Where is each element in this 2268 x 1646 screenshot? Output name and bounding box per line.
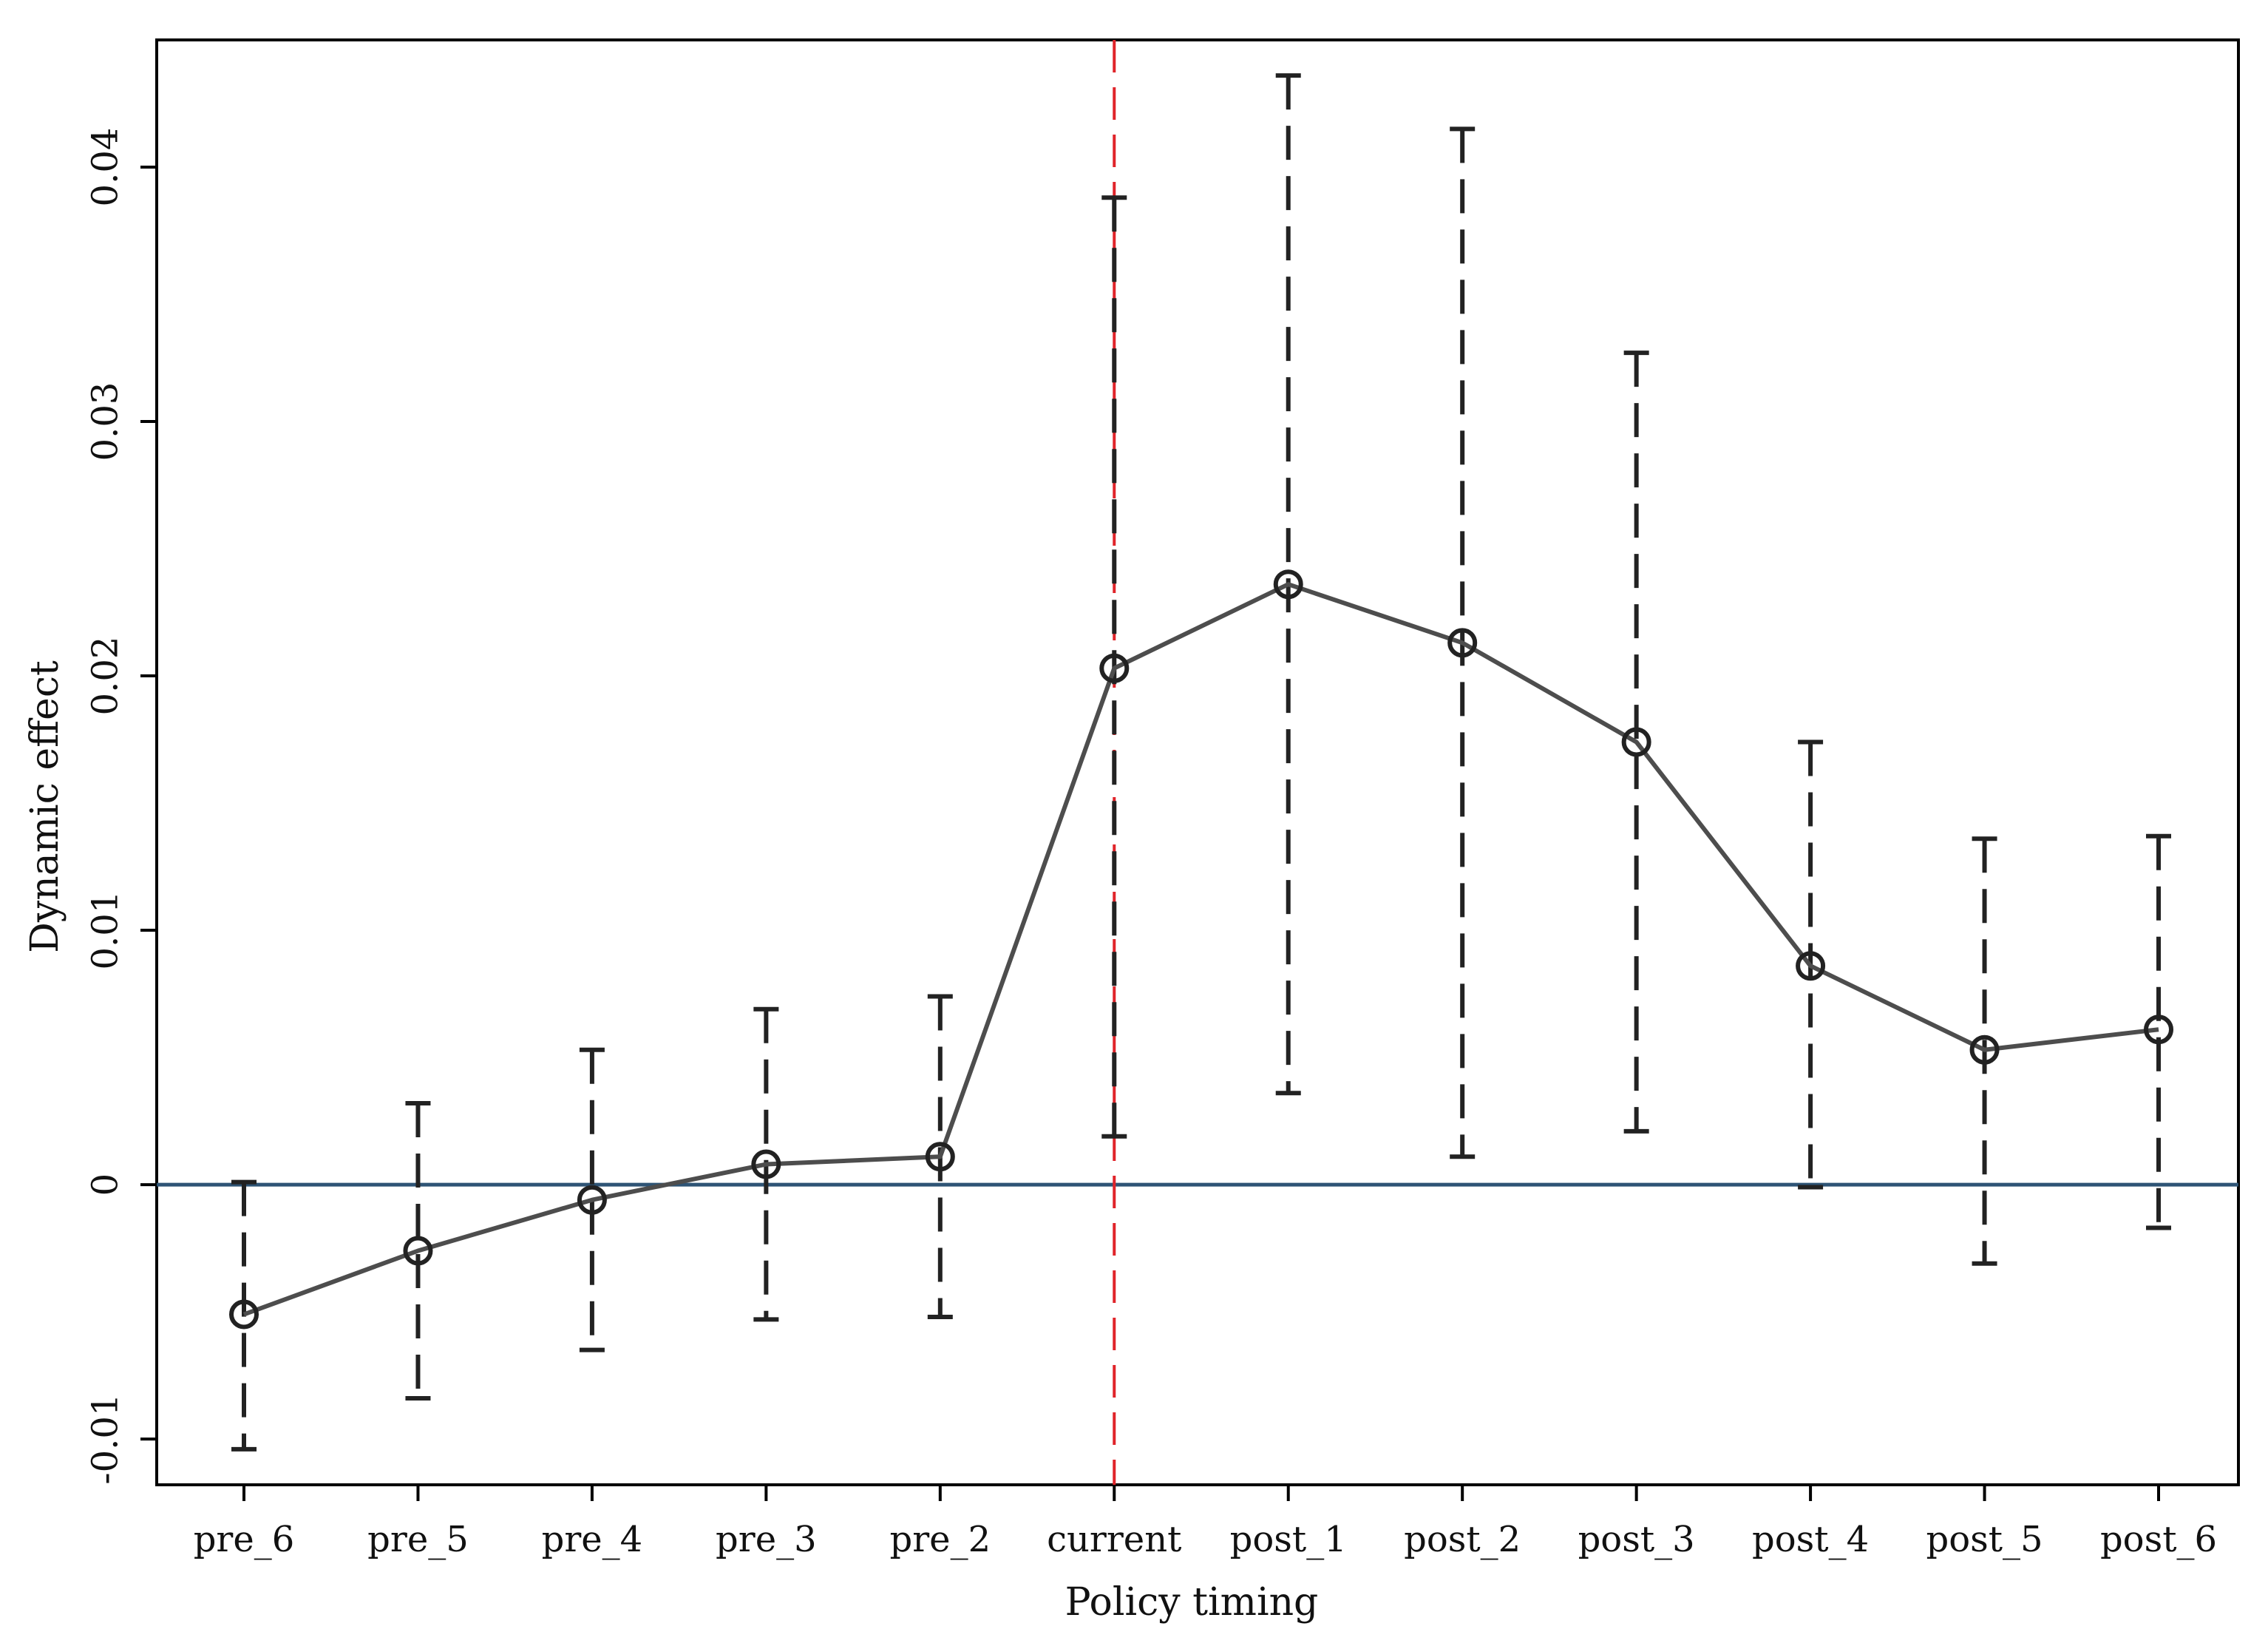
estimate-point <box>1969 1034 2000 1065</box>
estimate-point <box>229 1299 259 1330</box>
estimate-point <box>1099 653 1130 683</box>
x-tick-label: post_5 <box>1926 1519 2043 1560</box>
estimate-point <box>2144 1015 2173 1045</box>
x-tick-label: pre_4 <box>542 1519 643 1560</box>
x-tick-label: current <box>1047 1519 1181 1560</box>
estimate-points <box>229 569 2173 1330</box>
y-axis-title: Dynamic effect <box>23 660 67 953</box>
reference-lines <box>157 40 2238 1485</box>
x-tick-label: post_3 <box>1578 1519 1695 1560</box>
y-tick-label: 0.03 <box>85 382 126 461</box>
estimate-point <box>1273 569 1303 600</box>
y-tick-label: -0.01 <box>85 1394 126 1485</box>
y-tick-label: 0 <box>85 1173 126 1196</box>
labels-layer: -0.01 0 0.01 0.02 0.03 0.04 pre_6 pre_5 pre_4 pre… <box>23 128 2217 1625</box>
axes-layer <box>140 38 2240 1501</box>
estimate-point <box>925 1142 955 1172</box>
plot-frame <box>155 38 2240 1486</box>
estimate-line <box>242 582 2159 1317</box>
estimate-point <box>751 1149 781 1179</box>
estimate-point <box>577 1185 607 1215</box>
confidence-intervals <box>231 73 2171 1452</box>
x-tick-label: pre_3 <box>716 1519 817 1560</box>
x-tick-label: pre_6 <box>194 1519 295 1560</box>
x-tick-label: post_1 <box>1230 1519 1347 1560</box>
x-tick-label: pre_2 <box>890 1519 991 1560</box>
estimate-line-layer <box>242 582 2159 1317</box>
x-tick-label: post_2 <box>1404 1519 1521 1560</box>
x-tick-label: post_6 <box>2100 1519 2217 1560</box>
estimate-point <box>1447 628 1478 658</box>
y-tick-label: 0.01 <box>85 891 126 970</box>
x-axis-title: Policy timing <box>1065 1580 1319 1625</box>
estimate-point <box>1796 951 1826 981</box>
y-tick-label: 0.04 <box>85 128 126 207</box>
estimate-point <box>1621 727 1651 757</box>
y-tick-label: 0.02 <box>85 637 126 716</box>
x-tick-label: post_4 <box>1752 1519 1869 1560</box>
x-tick-label: pre_5 <box>367 1519 469 1560</box>
estimate-point <box>403 1236 433 1266</box>
